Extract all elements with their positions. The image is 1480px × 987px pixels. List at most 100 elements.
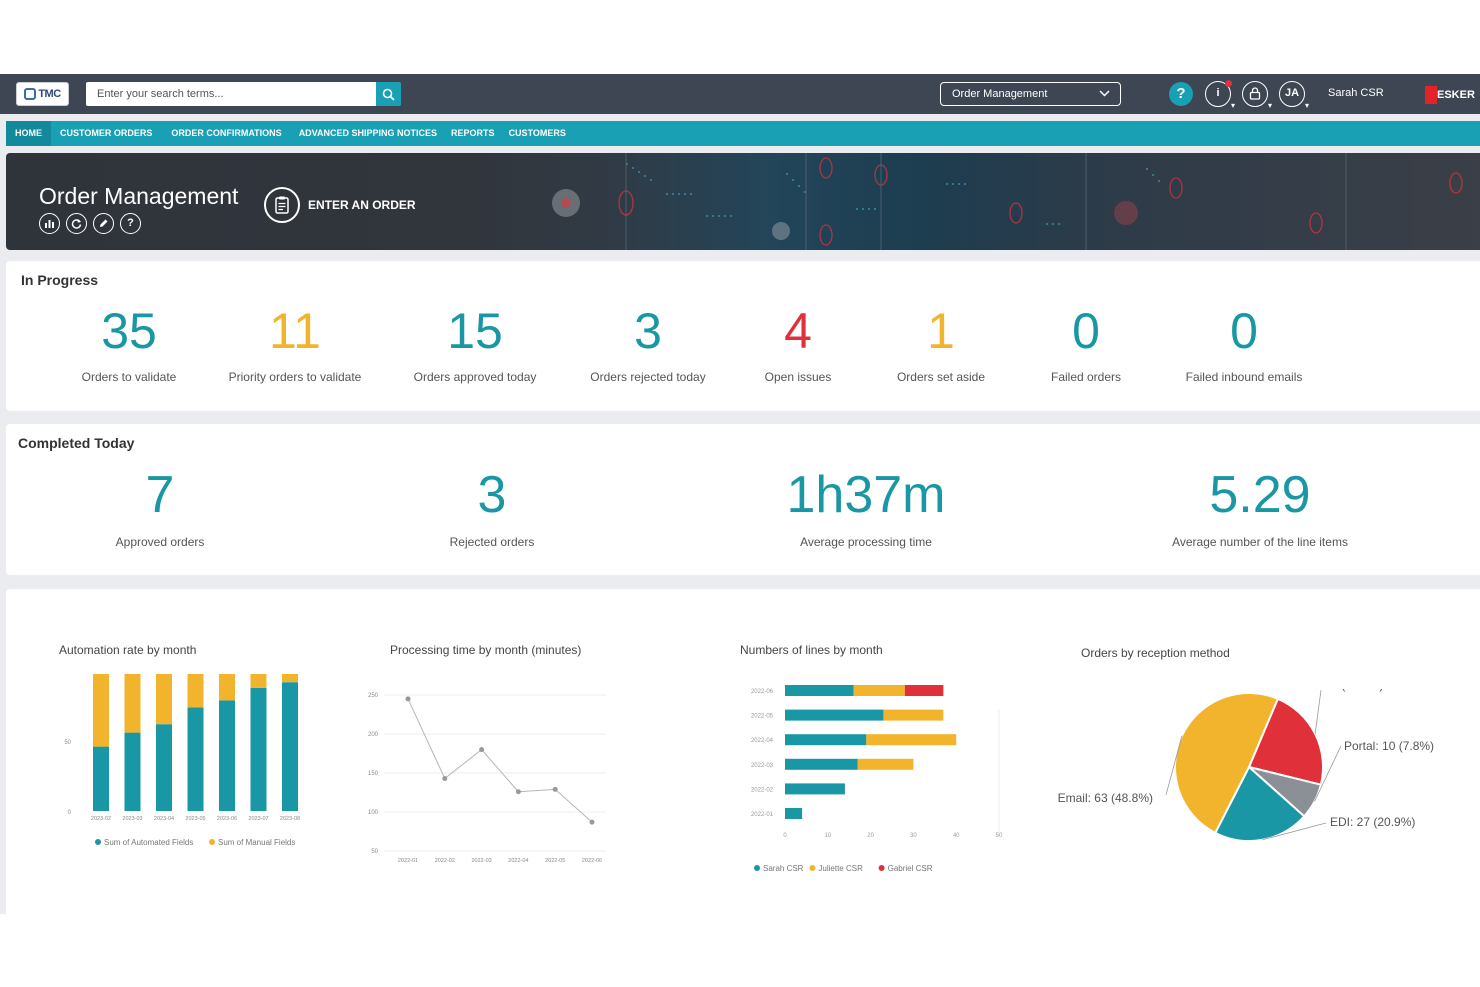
y-tick-label: 2022-05: [751, 714, 774, 720]
pie-slice: [1247, 697, 1324, 786]
pencil-icon: [100, 219, 108, 227]
x-tick-label: 2023-05: [185, 816, 205, 822]
chevron-down-icon: ▾: [1230, 101, 1235, 110]
data-point: [589, 819, 595, 825]
stat-orders-set-aside[interactable]: 1 Orders set aside: [897, 306, 985, 384]
app-select-dropdown[interactable]: Order Management: [940, 82, 1121, 106]
stat-orders-approved[interactable]: 15 Orders approved today: [414, 306, 537, 384]
stat-open-issues[interactable]: 4 Open issues: [765, 306, 832, 384]
stat-approved-orders[interactable]: 7 Approved orders: [116, 469, 205, 549]
automation-rate-chart: 0 50 100 2023-02 2023-03 2023-04 2023-05 2023-0…: [61, 674, 300, 847]
legend-marker: [95, 839, 101, 845]
stat-value: 4: [784, 303, 812, 359]
stat-label: Priority orders to validate: [228, 370, 362, 384]
stat-failed-emails[interactable]: 0 Failed inbound emails: [1186, 306, 1303, 384]
user-avatar[interactable]: JA ▾: [1279, 81, 1309, 110]
y-tick-label: 100: [61, 674, 72, 676]
legend-marker: [754, 865, 760, 871]
user-name[interactable]: Sarah CSR: [1328, 87, 1384, 99]
completed-today-title: Completed Today: [18, 435, 135, 451]
bar-segment: [857, 758, 914, 770]
data-point: [515, 789, 521, 795]
stat-value: 15: [447, 303, 503, 359]
stat-orders-to-validate[interactable]: 35 Orders to validate: [82, 306, 177, 384]
stat-failed-orders[interactable]: 0 Failed orders: [1051, 306, 1121, 384]
legend-marker: [878, 865, 885, 871]
stat-orders-rejected[interactable]: 3 Orders rejected today: [590, 306, 705, 384]
bar-segment: [93, 746, 109, 811]
banner-actions: ?: [39, 213, 141, 234]
completed-today-card: Completed Today 7 Approved orders 3 Reje…: [6, 424, 1480, 575]
x-tick-label: 2023-07: [248, 816, 268, 822]
bar-segment: [250, 674, 267, 688]
x-tick-label: 0: [783, 833, 787, 839]
leader-line: [1262, 822, 1327, 841]
x-tick-label: 2022-03: [472, 858, 492, 864]
bar-segment: [883, 709, 944, 721]
security-button[interactable]: ▾: [1242, 81, 1272, 110]
logo-text: TMC: [38, 88, 61, 100]
bar-segment: [156, 674, 172, 725]
stat-value: 5.29: [1209, 466, 1311, 524]
y-tick-label: 200: [368, 732, 379, 738]
nav-reports[interactable]: REPORTS: [451, 128, 495, 138]
y-tick-label: 250: [368, 693, 379, 699]
slice-label: Email: 63 (48.8%): [1058, 791, 1153, 805]
stat-label: Orders rejected today: [590, 370, 706, 384]
stat-priority-orders[interactable]: 11 Priority orders to validate: [229, 306, 362, 384]
notifications-button[interactable]: i ▾: [1205, 80, 1235, 110]
data-point: [405, 696, 411, 702]
nav-customer-orders[interactable]: CUSTOMER ORDERS: [60, 128, 153, 138]
search-input[interactable]: [86, 82, 376, 106]
stat-label: Orders approved today: [413, 370, 537, 384]
help-button[interactable]: ?: [1169, 82, 1193, 106]
bar-segment: [866, 734, 957, 746]
stat-label: Failed inbound emails: [1185, 370, 1303, 384]
reception-method-chart: Fax: 29 (22.5%) Portal: 10 (7.8%) EDI: 27 …: [1058, 689, 1434, 842]
nav-customers[interactable]: CUSTOMERS: [508, 128, 566, 138]
bar-segment: [219, 700, 235, 811]
chevron-down-icon: ▾: [1304, 101, 1309, 110]
search-button[interactable]: [376, 82, 401, 106]
bar-segment: [93, 674, 109, 747]
user-initials: JA: [1284, 87, 1300, 99]
top-bar: TMC Order Management ? i ▾ ▾ JA ▾ Sarah …: [0, 74, 1480, 114]
y-tick-label: 0: [68, 810, 72, 816]
x-tick-label: 2023-04: [154, 816, 174, 822]
stat-average-line-items[interactable]: 5.29 Average number of the line items: [1172, 469, 1348, 549]
nav-home[interactable]: HOME: [6, 121, 51, 146]
help-icon[interactable]: ?: [120, 213, 141, 234]
slice-label: Portal: 10 (7.8%): [1344, 739, 1434, 753]
y-tick-label: 2022-06: [751, 689, 774, 695]
data-point: [552, 786, 558, 792]
stat-average-processing-time[interactable]: 1h37m Average processing time: [787, 469, 946, 549]
bar-segment: [124, 732, 141, 811]
series-line: [407, 698, 593, 823]
lock-icon: [1249, 87, 1261, 100]
reports-button[interactable]: [39, 213, 60, 234]
refresh-button[interactable]: [66, 213, 87, 234]
stat-label: Orders to validate: [81, 370, 177, 384]
stat-label: Average number of the line items: [1172, 535, 1348, 549]
bar-segment: [785, 758, 858, 770]
legend-label: Juliette CSR: [818, 864, 863, 873]
legend-marker: [809, 865, 816, 871]
refresh-icon: [71, 219, 82, 229]
nav-advanced-shipping-notices[interactable]: ADVANCED SHIPPING NOTICES: [298, 128, 438, 138]
company-logo[interactable]: TMC: [16, 82, 69, 106]
bar-segment: [785, 685, 854, 696]
stat-rejected-orders[interactable]: 3 Rejected orders: [450, 469, 535, 549]
enter-order-button[interactable]: ENTER AN ORDER: [264, 187, 416, 223]
leader-line: [1165, 735, 1183, 796]
banner-background-art: [552, 153, 1463, 250]
bar-segment: [187, 674, 204, 708]
main-nav: HOME CUSTOMER ORDERS ORDER CONFIRMATIONS…: [6, 121, 1480, 146]
chevron-down-icon: ▾: [1267, 101, 1272, 110]
bar-segment: [785, 808, 803, 819]
x-tick-label: 2023-06: [217, 816, 237, 822]
edit-button[interactable]: [93, 213, 114, 234]
nav-order-confirmations[interactable]: ORDER CONFIRMATIONS: [171, 128, 282, 138]
legend-label: Sarah CSR: [763, 864, 804, 873]
stat-label: Open issues: [764, 370, 832, 384]
x-tick-label: 2022-05: [545, 858, 565, 864]
